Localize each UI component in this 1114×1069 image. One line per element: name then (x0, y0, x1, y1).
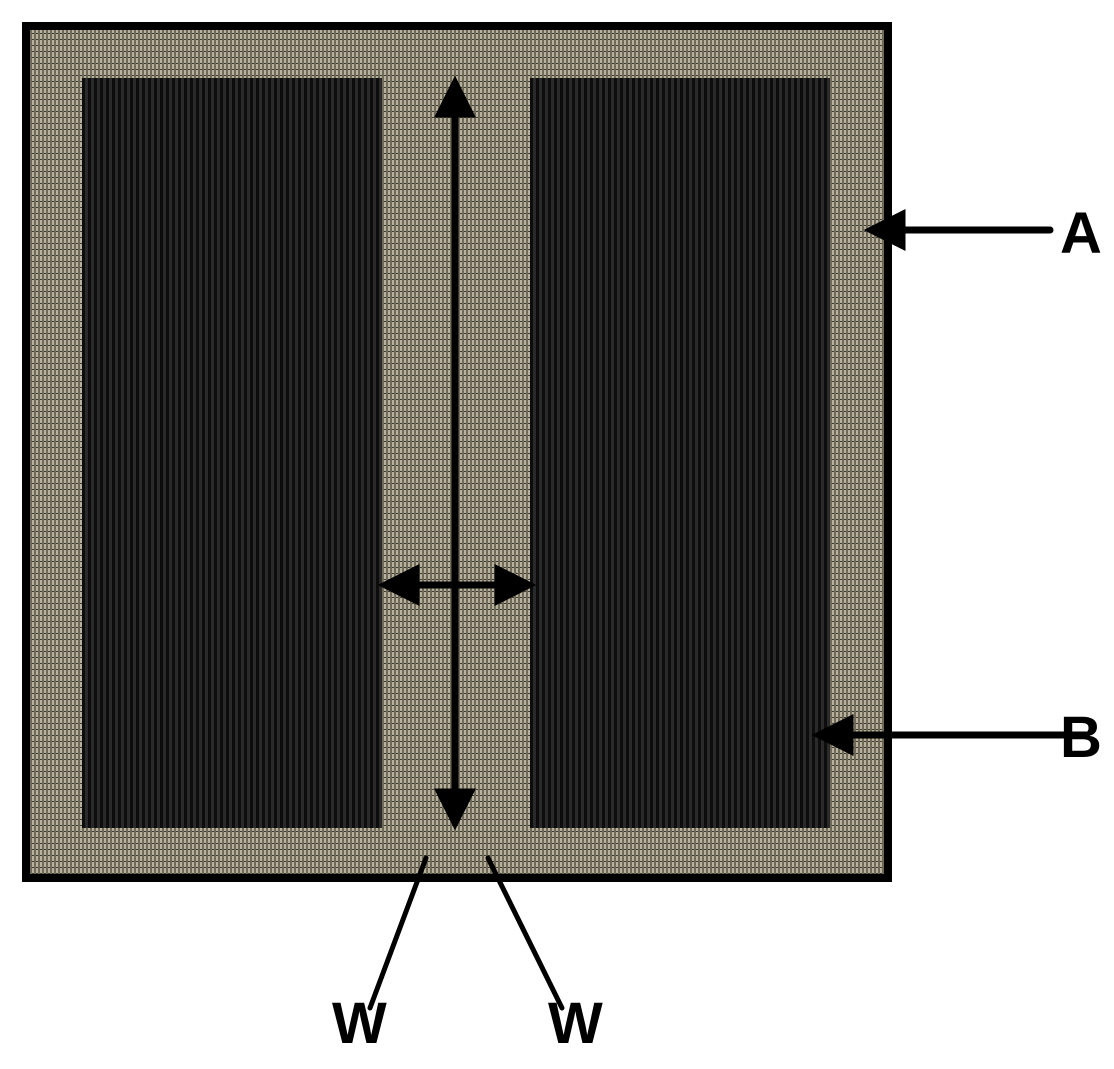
label-a: A (1060, 200, 1102, 267)
region-b-block-left (82, 78, 382, 828)
figure-stage: A B W W (0, 0, 1114, 1069)
label-w-left: W (332, 990, 387, 1057)
region-b-block-right (530, 78, 830, 828)
label-b: B (1060, 704, 1102, 771)
label-w-right: W (548, 990, 603, 1057)
